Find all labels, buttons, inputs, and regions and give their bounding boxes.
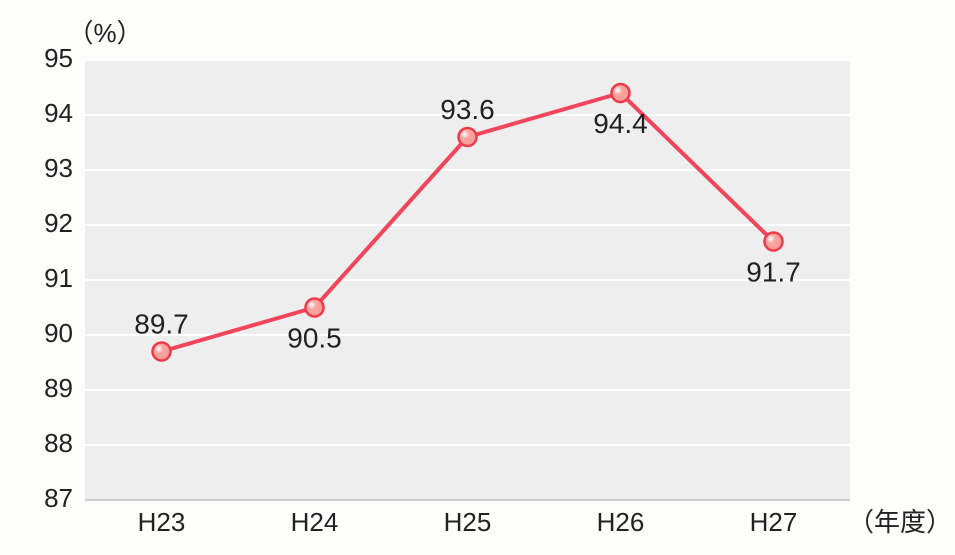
- x-tick-label: H26: [597, 507, 645, 537]
- y-tick-label: 91: [44, 263, 73, 293]
- data-label: 93.6: [440, 94, 495, 125]
- data-marker: [459, 128, 477, 146]
- data-label: 91.7: [746, 257, 801, 288]
- data-marker: [306, 299, 324, 317]
- y-tick-label: 94: [44, 98, 73, 128]
- x-tick-label: H27: [750, 507, 798, 537]
- x-tick-label: H25: [444, 507, 492, 537]
- y-tick-label: 92: [44, 208, 73, 238]
- y-tick-label: 88: [44, 428, 73, 458]
- data-marker: [612, 84, 630, 102]
- x-tick-label: H23: [138, 507, 186, 537]
- y-tick-label: 89: [44, 373, 73, 403]
- data-label: 89.7: [134, 309, 189, 340]
- chart-container: 878889909192939495H23H24H25H26H27（%）（年度）…: [0, 0, 955, 555]
- y-tick-label: 93: [44, 153, 73, 183]
- y-tick-label: 90: [44, 318, 73, 348]
- data-label: 94.4: [593, 108, 648, 139]
- data-marker: [765, 233, 783, 251]
- data-marker: [153, 343, 171, 361]
- line-chart: 878889909192939495H23H24H25H26H27（%）（年度）…: [0, 0, 955, 555]
- x-tick-label: H24: [291, 507, 339, 537]
- data-label: 90.5: [287, 323, 342, 354]
- y-tick-label: 87: [44, 483, 73, 513]
- y-axis-title: （%）: [67, 18, 142, 48]
- x-axis-title: （年度）: [848, 507, 952, 537]
